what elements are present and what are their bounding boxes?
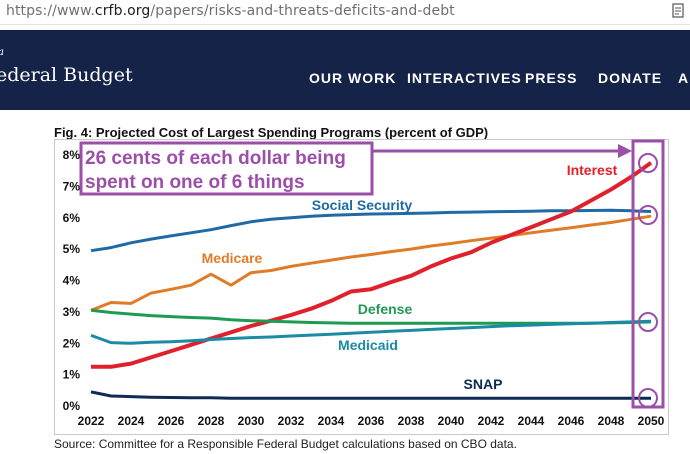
chart-frame xyxy=(54,139,669,435)
nav-donate[interactable]: DONATE xyxy=(598,70,663,86)
figure-source: Source: Committee for a Responsible Fede… xyxy=(54,437,517,451)
nav-press[interactable]: PRESS xyxy=(525,70,578,86)
nav-interactives[interactable]: INTERACTIVES xyxy=(407,70,522,86)
site-logo-text[interactable]: ederal Budget xyxy=(0,64,133,86)
address-bar[interactable]: https://www.crfb.org/papers/risks-and-th… xyxy=(0,0,690,25)
brand-prefix: a xyxy=(0,47,4,58)
url-text[interactable]: https://www.crfb.org/papers/risks-and-th… xyxy=(6,3,455,19)
figure-title: Fig. 4: Projected Cost of Largest Spendi… xyxy=(54,125,489,140)
reader-view-icon[interactable] xyxy=(672,3,684,18)
nav-about[interactable]: AB xyxy=(678,70,690,86)
site-navbar: a ederal Budget OUR WORK INTERACTIVES PR… xyxy=(0,30,690,110)
nav-our-work[interactable]: OUR WORK xyxy=(309,70,397,86)
